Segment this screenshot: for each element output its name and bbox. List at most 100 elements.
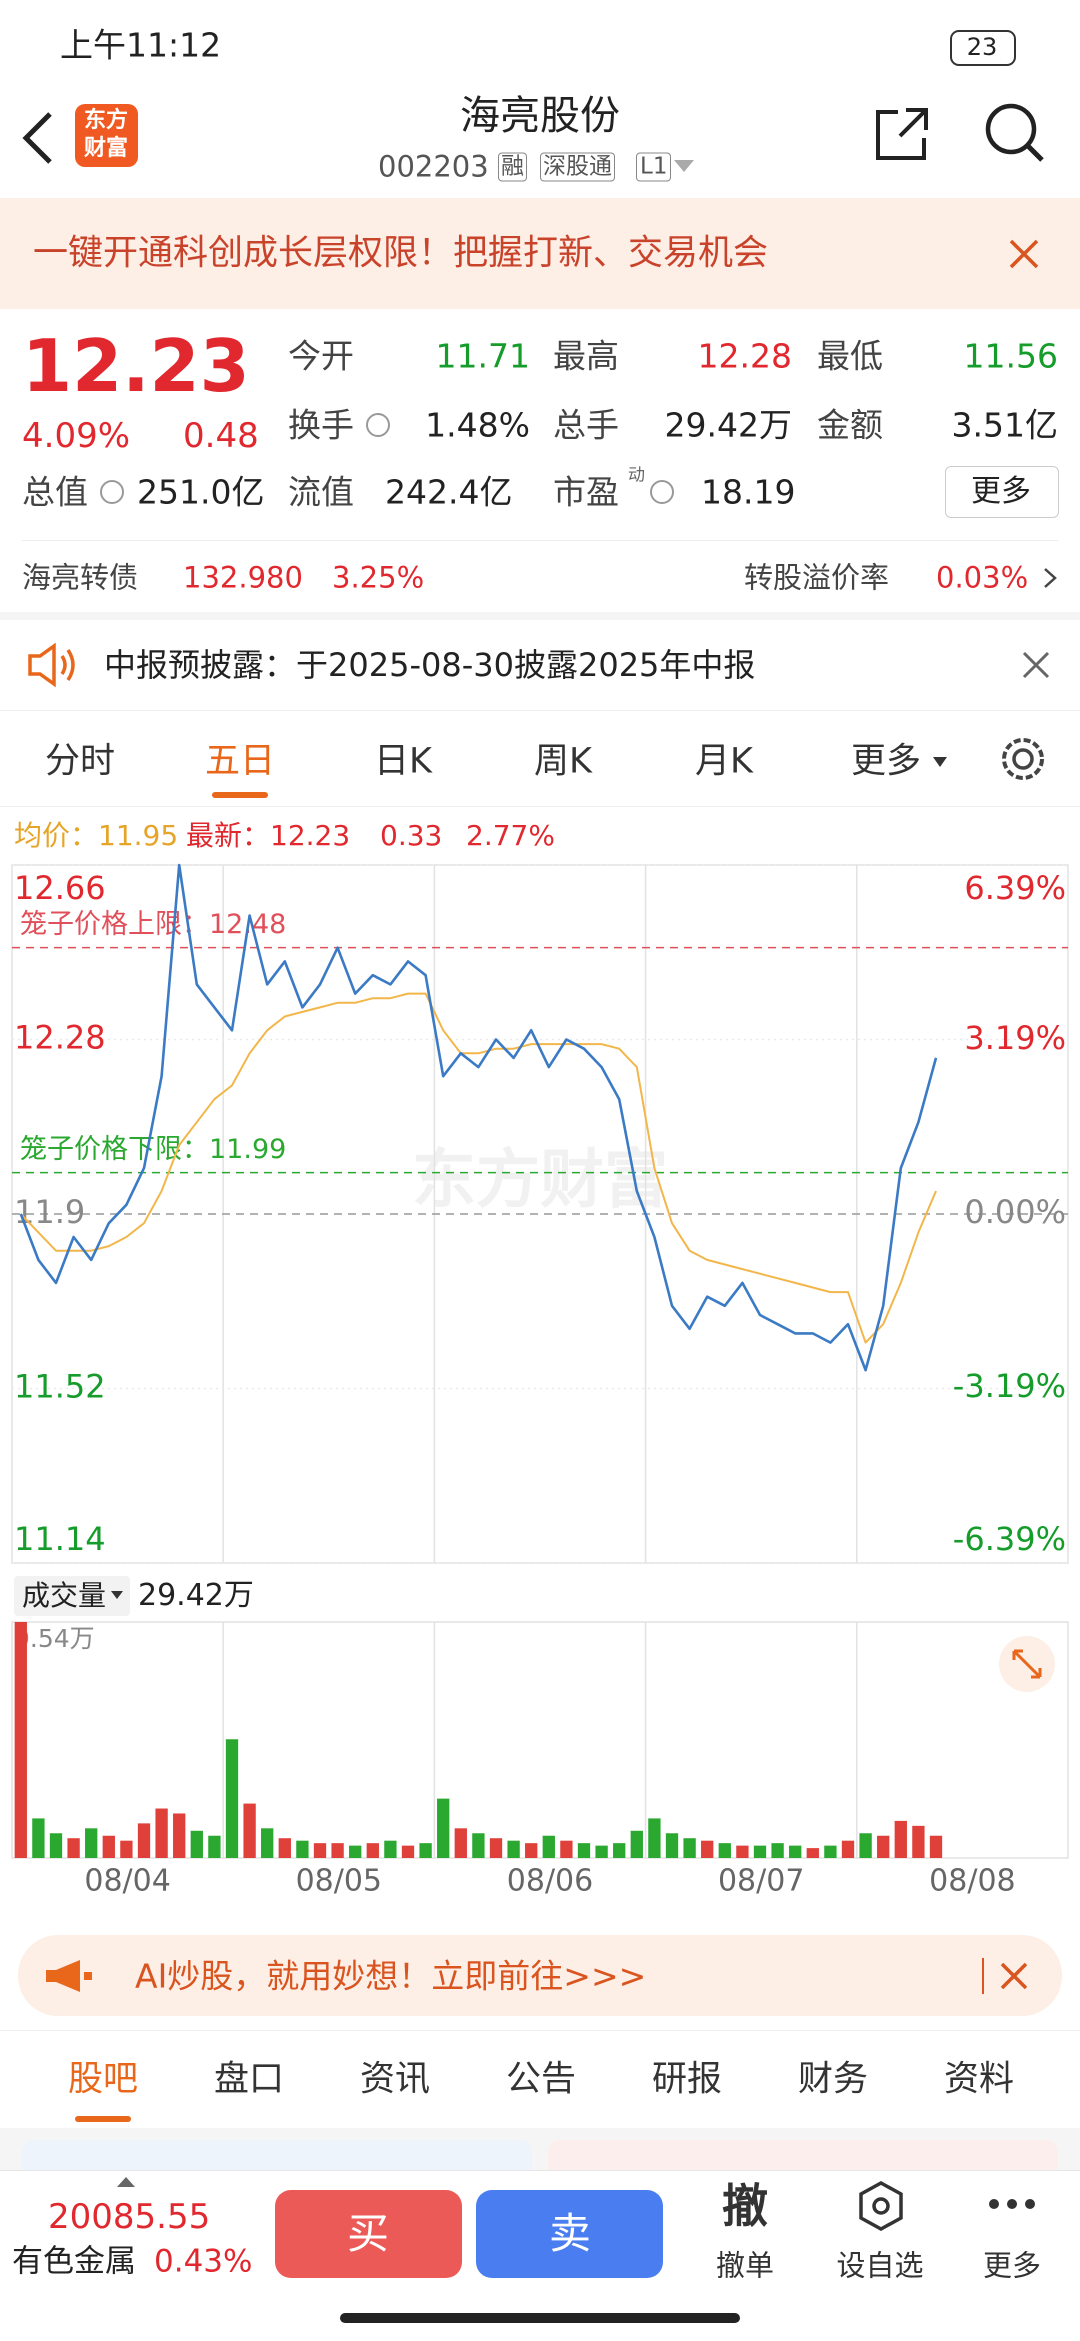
bottom-tab[interactable]: 股吧: [67, 2059, 139, 2100]
chart-tab[interactable]: 日K: [374, 741, 432, 782]
field-value: 251.0亿: [137, 472, 265, 512]
settings-button[interactable]: [998, 734, 1048, 784]
volume-bar: [894, 1820, 907, 1858]
volume-bar: [736, 1845, 749, 1858]
y-tick-label: 11.52: [14, 1368, 106, 1406]
divider: [22, 540, 1058, 541]
bond-price: 132.980: [183, 560, 303, 595]
volume-bar: [630, 1830, 643, 1858]
tag: 深股通: [540, 152, 615, 182]
megaphone-icon: [46, 1960, 92, 1992]
y2-tick-label: 3.19%: [964, 1019, 1066, 1057]
volume-bar: [278, 1838, 291, 1858]
y2-tick-label: -6.39%: [953, 1520, 1066, 1558]
back-button[interactable]: [18, 110, 58, 166]
chart-tab[interactable]: 五日: [204, 741, 276, 782]
chart-tab[interactable]: 周K: [534, 741, 592, 782]
action-label[interactable]: 撤单: [715, 2248, 775, 2283]
bottom-tab[interactable]: 资讯: [359, 2059, 431, 2100]
change: 0.48: [183, 416, 259, 456]
premium-label: 转股溢价率: [744, 560, 890, 595]
field-label: 今开: [288, 336, 354, 376]
volume-bar: [595, 1845, 608, 1858]
y2-tick-label: -3.19%: [953, 1367, 1066, 1405]
y-tick-label: 11.14: [14, 1520, 106, 1558]
chart-tab[interactable]: 更多: [850, 741, 922, 782]
close-button[interactable]: [1000, 1962, 1028, 1990]
volume-bar: [401, 1845, 415, 1858]
more-button[interactable]: [945, 466, 1059, 518]
volume-bar: [32, 1818, 45, 1858]
notice-text[interactable]: 中报预披露：于2025-08-30披露2025年中报: [104, 646, 756, 684]
volume-bar: [14, 1622, 27, 1858]
bottom-tab[interactable]: 财务: [797, 2059, 869, 2100]
promo-banner[interactable]: [0, 198, 1080, 309]
action-label[interactable]: 设自选: [836, 2248, 924, 2283]
x-tick-label: 08/06: [507, 1864, 593, 1899]
volume-bar: [507, 1840, 520, 1858]
dropdown-icon[interactable]: [672, 158, 696, 174]
volume-bar: [261, 1828, 274, 1858]
ad-banner[interactable]: [18, 1935, 1062, 2016]
volume-bar: [877, 1835, 890, 1858]
buy-button[interactable]: [275, 2190, 462, 2278]
close-button[interactable]: [1008, 238, 1040, 270]
volume-bar: [349, 1845, 362, 1858]
avg-price: 均价：11.95: [14, 819, 179, 852]
expand-icon: [1012, 1649, 1042, 1679]
sell-button[interactable]: [476, 2190, 663, 2278]
y-tick-label: 9.54万: [14, 1624, 95, 1653]
watchlist-icon[interactable]: [856, 2180, 906, 2232]
chevron: [1044, 568, 1057, 588]
volume-bar: [472, 1833, 485, 1858]
ad-text: AI炒股，就用妙想！立即前往>>>: [135, 1956, 647, 1996]
index-value[interactable]: 20085.55: [48, 2197, 211, 2237]
bottom-tab[interactable]: 盘口: [213, 2059, 285, 2100]
premium: 0.03%: [936, 560, 1029, 595]
volume-bar: [85, 1828, 98, 1858]
y-tick-label: 12.66: [14, 869, 106, 907]
volume-bar: [701, 1840, 714, 1858]
latest-change: 0.33: [380, 819, 443, 852]
volume-bar: [155, 1808, 168, 1858]
bottom-tab[interactable]: 公告: [505, 2059, 577, 2100]
volume-bar: [454, 1828, 467, 1858]
speaker-icon: [28, 642, 75, 688]
stock-name: 海亮股份: [460, 93, 620, 139]
bond-pct: 3.25%: [332, 560, 425, 595]
price-line: [20, 992, 937, 1344]
info-icon[interactable]: [650, 480, 674, 504]
volume-bar: [173, 1813, 186, 1858]
divider: [0, 710, 1080, 711]
chart-tab[interactable]: 月K: [695, 741, 753, 782]
field-label: 金额: [817, 405, 883, 445]
chart-tab[interactable]: 分时: [44, 741, 116, 782]
cancel-icon[interactable]: 撤: [722, 2179, 768, 2233]
plot-frame: [11, 1621, 1069, 1859]
field-value: 3.51亿: [951, 405, 1058, 445]
search-button[interactable]: [982, 100, 1048, 166]
up-arrow: [117, 2177, 135, 2187]
price-line: [19, 863, 938, 1372]
tab-indicator: [75, 2116, 131, 2122]
divider: [0, 2030, 1080, 2031]
field-label: 换手: [288, 405, 354, 445]
volume-bar: [208, 1835, 221, 1858]
more-icon[interactable]: [988, 2196, 1036, 2212]
volume-selector[interactable]: [14, 1576, 130, 1616]
bottom-tab[interactable]: 研报: [651, 2059, 723, 2100]
info-icon[interactable]: [366, 413, 390, 437]
info-icon[interactable]: [100, 480, 124, 504]
close-button[interactable]: [1022, 651, 1050, 679]
volume-bar: [243, 1803, 256, 1858]
more-text: 更多: [971, 474, 1031, 509]
divider: [0, 806, 1080, 807]
action-label[interactable]: 更多: [982, 2248, 1042, 2283]
volume-bar: [331, 1843, 344, 1858]
volume-bar: [577, 1843, 591, 1858]
share-button[interactable]: [872, 104, 932, 164]
volume-bar: [929, 1835, 943, 1858]
bottom-tab[interactable]: 资料: [943, 2059, 1015, 2100]
status-time: 上午11:12: [60, 25, 222, 65]
volume-bar: [841, 1840, 855, 1858]
